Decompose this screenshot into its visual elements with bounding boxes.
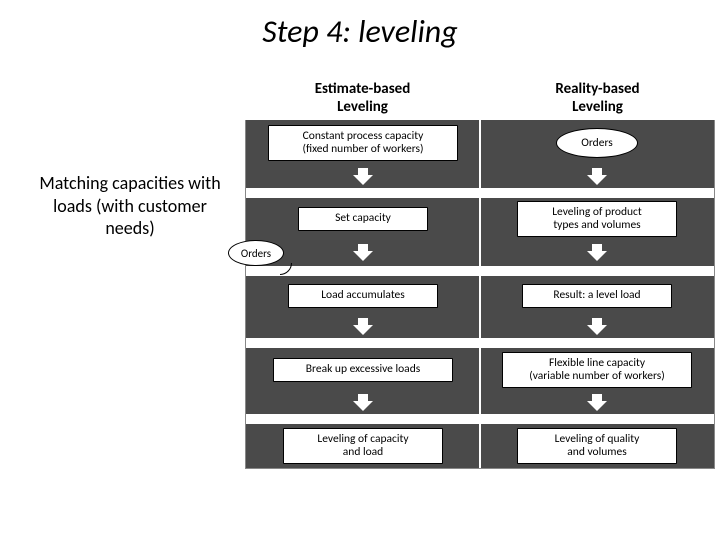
arrow-icon — [353, 244, 373, 262]
arrow-icon — [587, 244, 607, 262]
orders-callout: Orders — [228, 240, 284, 266]
leveling-diagram: Estimate-basedLeveling Reality-basedLeve… — [245, 80, 715, 469]
right-oval-orders: Orders — [556, 128, 638, 158]
arrow-icon — [587, 318, 607, 336]
left-box-4: Break up excessive loads — [273, 358, 453, 381]
arrow-icon — [353, 168, 373, 186]
right-box-4: Flexible line capacity(variable number o… — [502, 352, 692, 388]
left-box-3: Load accumulates — [288, 284, 438, 307]
right-box-2: Leveling of producttypes and volumes — [517, 201, 677, 237]
left-box-5: Leveling of capacityand load — [283, 428, 443, 464]
arrow-icon — [353, 394, 373, 412]
page-title: Step 4: leveling — [0, 12, 720, 51]
divider-line — [479, 120, 481, 468]
left-box-2: Set capacity — [298, 207, 428, 230]
right-box-5: Leveling of qualityand volumes — [517, 428, 677, 464]
arrow-icon — [587, 394, 607, 412]
left-box-1: Constant process capacity(fixed number o… — [268, 125, 458, 161]
description-text: Matching capacities with loads (with cus… — [30, 172, 230, 240]
arrow-icon — [587, 168, 607, 186]
right-box-3: Result: a level load — [522, 284, 672, 307]
header-right: Reality-basedLeveling — [480, 80, 715, 116]
arrow-icon — [353, 318, 373, 336]
header-left: Estimate-basedLeveling — [245, 80, 480, 116]
